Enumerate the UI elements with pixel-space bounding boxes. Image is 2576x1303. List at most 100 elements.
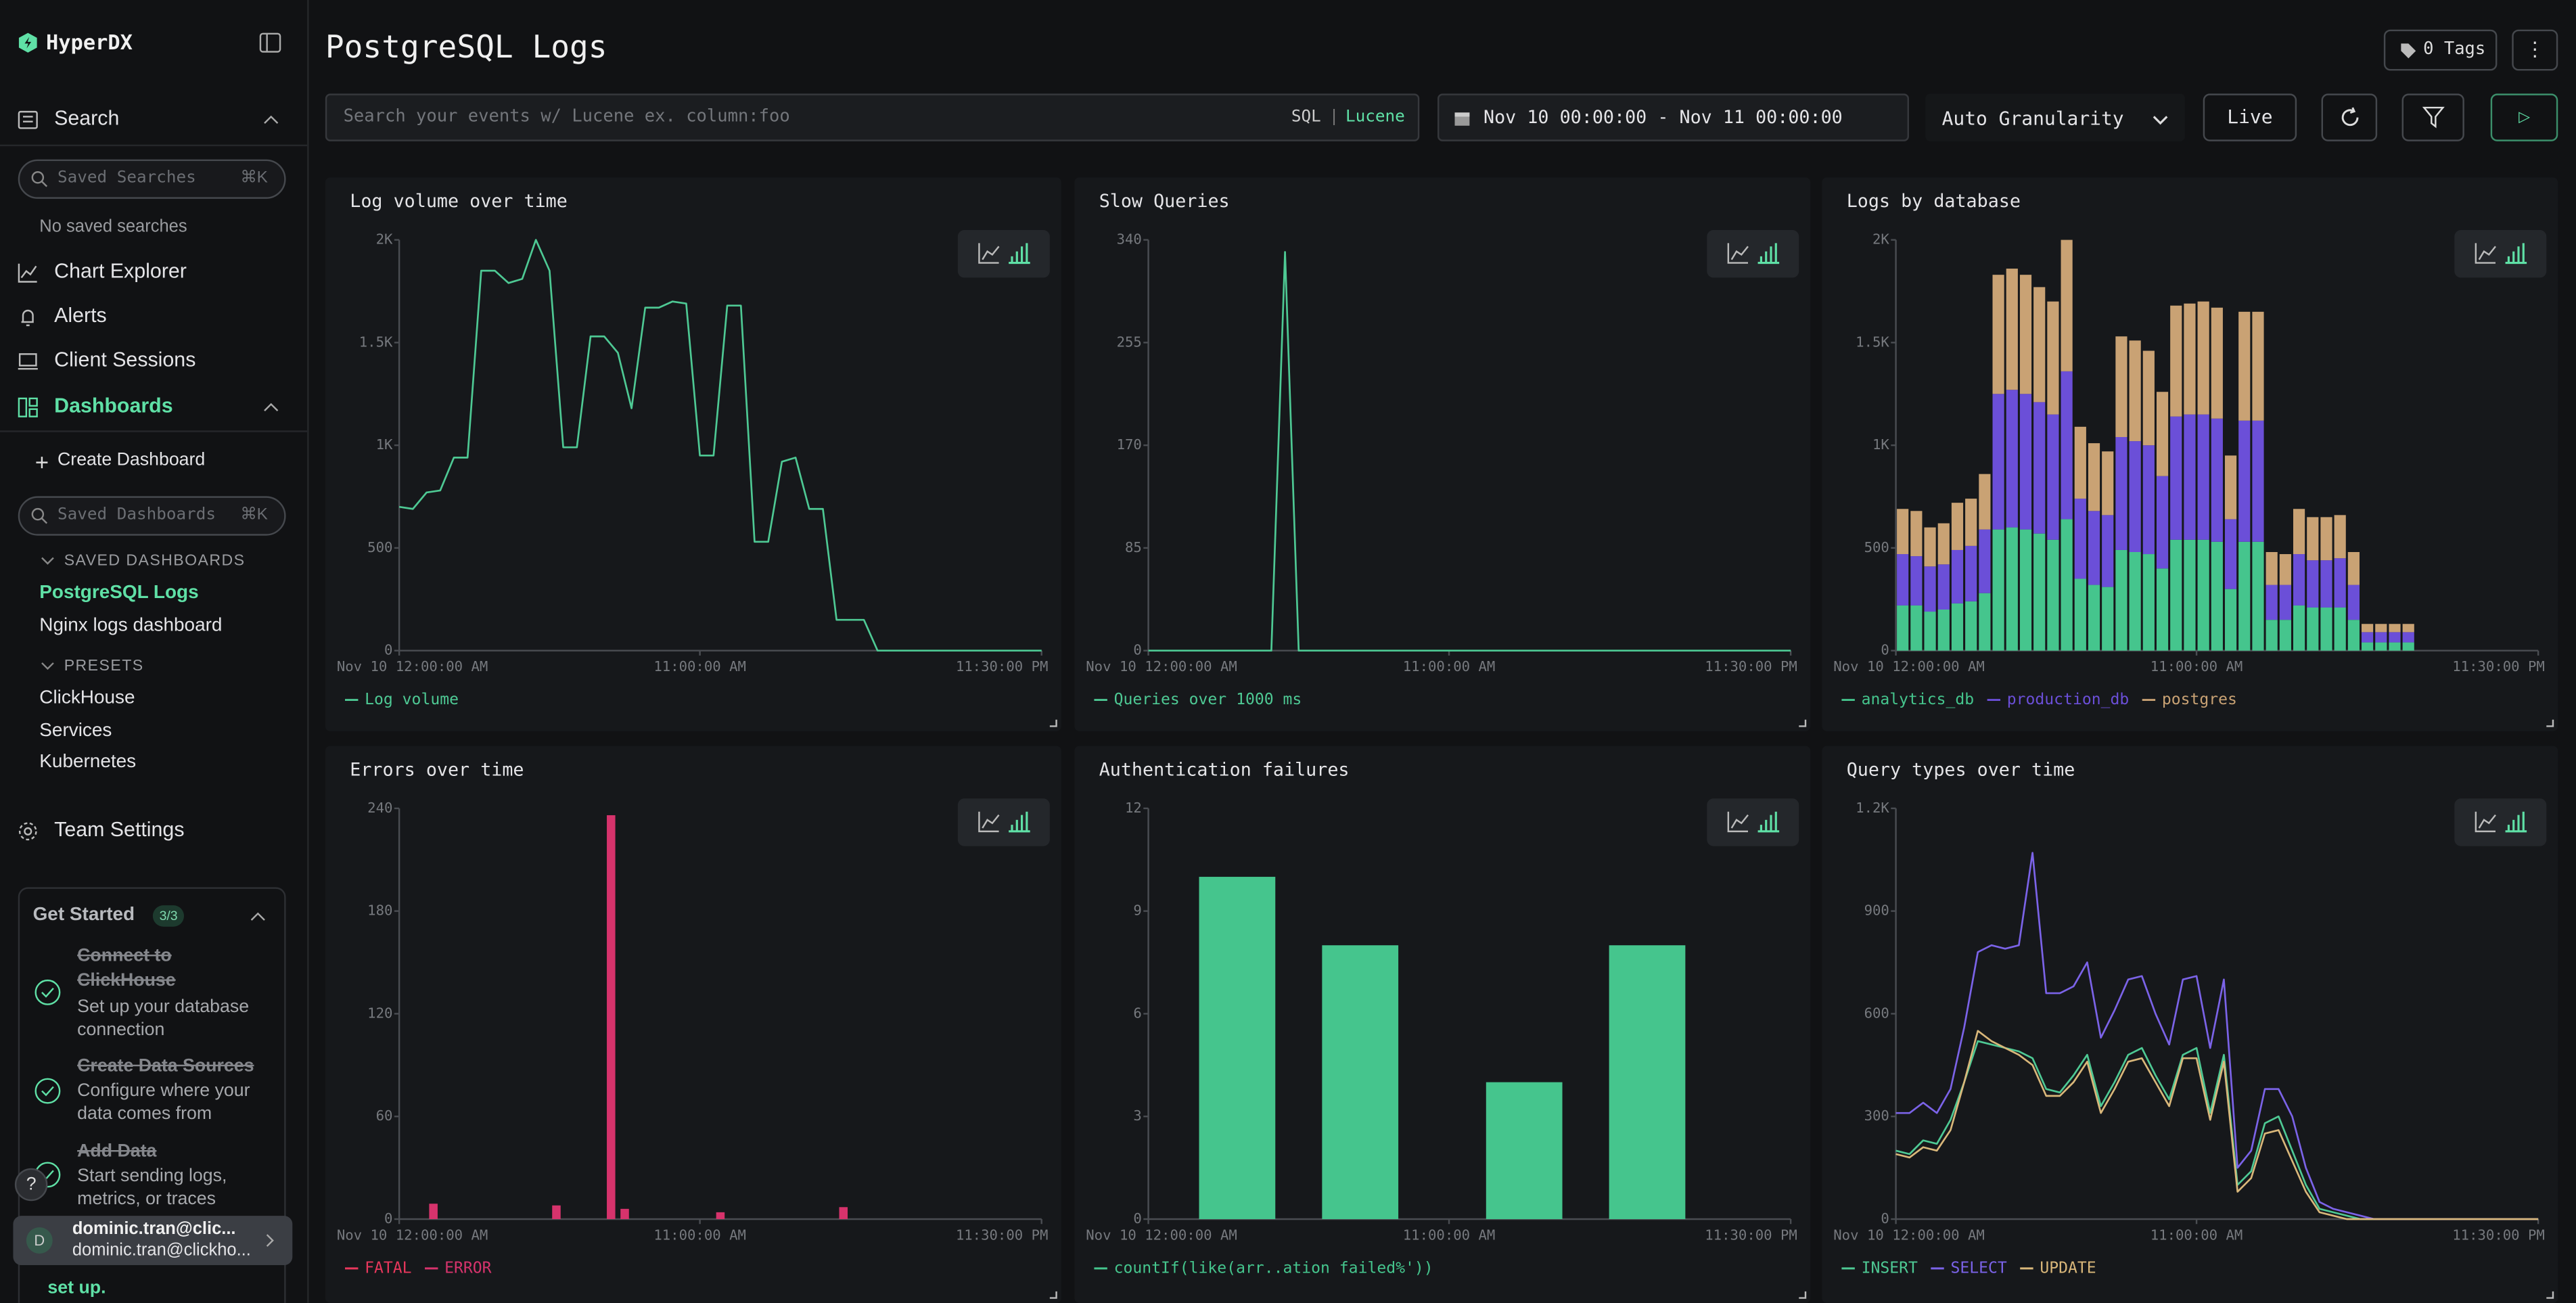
bar [2006,390,2018,528]
bar-icon[interactable] [1757,811,1778,833]
legend-label: postgres [2162,691,2237,708]
nav-link[interactable]: Client Sessions [54,348,196,371]
chart-type-toggle[interactable] [1706,798,1799,846]
line-icon[interactable] [1726,243,1748,264]
legend-item[interactable]: analytics_db [1841,691,1974,708]
chevron[interactable] [41,662,54,670]
resize-handle[interactable] [1798,1291,1806,1299]
legend-item[interactable]: Queries over 1000 ms [1093,691,1301,708]
preset-link[interactable]: Kubernetes [39,752,137,773]
bar [2211,418,2223,542]
tags-button[interactable]: 0 Tags [2383,29,2498,71]
line-icon[interactable] [1726,811,1748,833]
chevron[interactable] [263,115,279,125]
chart-type-toggle[interactable] [1706,229,1799,278]
preset-link[interactable]: Services [39,721,112,741]
resize-handle[interactable] [2546,1291,2554,1299]
legend-item[interactable]: INSERT [1841,1259,1918,1277]
y-tick-label: 900 [1864,902,1889,919]
toggle-bg [957,798,1050,846]
bar [1951,503,1964,550]
bar [2211,307,2223,419]
bar [2347,620,2360,651]
y-tick-label: 0 [1132,642,1141,658]
sql-toggle[interactable]: SQL [1291,108,1321,127]
dashboard-link[interactable]: Nginx logs dashboard [39,616,223,636]
chart-type-toggle[interactable] [2454,798,2547,846]
filter-icon [2422,106,2445,129]
resize-handle[interactable] [1049,1291,1057,1299]
bar [2334,515,2346,559]
legend-item[interactable]: countIf(like(arr..ation failed%')) [1093,1259,1432,1277]
bar [1979,529,1991,593]
legend-item[interactable]: postgres [2142,691,2237,708]
bar-icon[interactable] [1009,811,1030,833]
nav-search[interactable]: Search [54,106,120,130]
line-icon[interactable] [978,243,1000,264]
filter-button[interactable] [2401,93,2464,141]
resize-handle[interactable] [1049,719,1057,727]
user-card[interactable]: D dominic.tran@clic... dominic.tran@clic… [13,1216,293,1265]
step-title: Create Data Sources [77,1056,254,1076]
bar [2006,527,2018,651]
bar-icon[interactable] [1757,243,1778,265]
lucene-toggle[interactable]: Lucene [1345,108,1405,127]
resize-handle[interactable] [1798,719,1806,727]
legend-item[interactable]: ERROR [425,1259,492,1277]
legend-item[interactable]: SELECT [1931,1259,2007,1277]
chevron[interactable] [263,403,279,413]
chart-icon [18,263,37,283]
legend-item[interactable]: UPDATE [2020,1259,2096,1277]
bar-icon[interactable] [1009,243,1030,265]
bar-icon[interactable] [2505,811,2527,833]
line-icon[interactable] [978,811,1000,833]
line-icon[interactable] [2475,243,2496,264]
run-button[interactable]: ▷ [2490,93,2558,141]
bar-icon[interactable] [2505,243,2527,265]
legend-item[interactable]: FATAL [344,1259,412,1277]
bar [1897,554,1909,605]
saved-search-input[interactable]: Saved Searches ⌘K [18,159,286,199]
search-input[interactable]: Search your events w/ Lucene ex. column:… [325,93,1420,141]
nav-link[interactable]: Alerts [54,304,107,327]
line-icon[interactable] [2475,811,2496,833]
live-button[interactable]: Live [2203,93,2297,141]
help-button[interactable]: ? [14,1168,48,1202]
chevron[interactable] [41,557,54,565]
create-dashboard[interactable]: Create Dashboard [57,450,206,470]
dashboard-link[interactable]: PostgreSQL Logs [39,583,199,603]
bar [1965,601,1977,651]
bar [2033,287,2046,403]
bar [2224,589,2237,651]
nav-team-settings[interactable]: Team Settings [54,818,185,842]
shortcut: ⌘K [240,169,268,187]
nav-dashboards[interactable]: Dashboards [54,394,173,417]
search-icon [18,110,38,129]
bar [2184,539,2196,651]
step-description: Set up your database connection [77,997,250,1041]
preset-link[interactable]: ClickHouse [39,688,135,708]
progress-badge: 3/3 [152,905,185,927]
date-range[interactable]: Nov 10 00:00:00 - Nov 11 00:00:00 [1437,93,1909,141]
bar [2088,585,2100,651]
series-line [398,239,1042,652]
menu-button[interactable]: ⋮ [2512,29,2558,71]
legend-item[interactable]: Log volume [344,691,459,708]
collapse-icon[interactable] [259,32,281,53]
resize-handle[interactable] [2546,719,2554,727]
refresh-button[interactable] [2321,93,2378,141]
chart-type-toggle[interactable] [957,798,1050,846]
saved-dashboard-input[interactable]: Saved Dashboards ⌘K [18,496,286,536]
bar [2307,607,2319,651]
nav-link[interactable]: Chart Explorer [54,259,187,283]
x-tick-label: Nov 10 12:00:00 AM [337,658,488,675]
granularity-select[interactable]: Auto Granularity [1925,93,2185,141]
x-tick-label: 11:30:00 PM [956,658,1049,675]
legend-item[interactable]: production_db [1987,691,2130,708]
bar [607,815,616,1219]
bar [2184,414,2196,540]
bar [2102,451,2114,516]
chart-type-toggle[interactable] [957,229,1050,278]
chart-type-toggle[interactable] [2454,229,2547,278]
chevron[interactable] [250,912,266,922]
